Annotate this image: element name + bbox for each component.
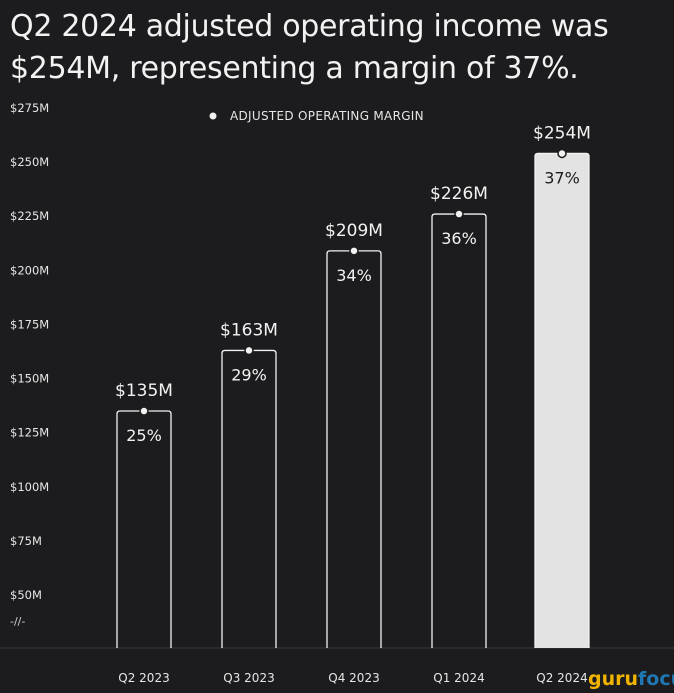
y-tick-label: $200M — [10, 263, 49, 277]
y-tick-label: $150M — [10, 372, 49, 386]
margin-label: 34% — [336, 266, 372, 285]
x-tick-label: Q2 2024 — [536, 671, 587, 685]
value-label: $226M — [430, 184, 488, 204]
bar-top-marker — [139, 406, 149, 416]
gurufocus-watermark: gurufocus — [588, 668, 674, 690]
bar-top-marker — [349, 246, 359, 256]
x-tick-label: Q4 2023 — [328, 671, 379, 685]
bar-top-marker — [454, 209, 464, 219]
x-tick-label: Q3 2023 — [223, 671, 274, 685]
margin-label: 29% — [231, 365, 267, 384]
value-label: $163M — [220, 320, 278, 340]
bar — [221, 349, 277, 648]
y-tick-label: $125M — [10, 426, 49, 440]
value-label: $135M — [115, 381, 173, 401]
watermark-part1: guru — [588, 668, 638, 690]
y-tick-label: $75M — [10, 534, 42, 548]
x-tick-label: Q2 2023 — [118, 671, 169, 685]
bar — [431, 213, 487, 648]
bar-top-marker — [557, 148, 567, 159]
bar — [326, 250, 382, 648]
bar-top-marker — [244, 345, 254, 356]
y-tick-label: $225M — [10, 209, 49, 223]
margin-label: 36% — [441, 229, 477, 248]
y-tick-label: $175M — [10, 317, 49, 331]
margin-label: 25% — [126, 426, 162, 445]
legend-label: ADJUSTED OPERATING MARGIN — [230, 109, 424, 123]
y-tick-label: $50M — [10, 588, 42, 602]
axis-break-mark: -//- — [10, 615, 25, 628]
bar — [534, 152, 590, 648]
margin-label: 37% — [544, 168, 580, 187]
bars: $135M 25% $163M 29% $209M 34% $226M 36% $254M 37% — [115, 123, 591, 648]
y-tick-label: $100M — [10, 480, 49, 494]
chart-title: Q2 2024 adjusted operating income was $2… — [10, 9, 609, 86]
x-axis: Q2 2023 Q3 2023 Q4 2023 Q1 2024 Q2 2024 — [118, 671, 587, 685]
x-tick-label: Q1 2024 — [433, 671, 484, 685]
watermark-part2: focus — [638, 668, 674, 690]
svg-text:gurufocus: gurufocus — [588, 668, 674, 690]
value-label: $254M — [533, 123, 591, 143]
y-tick-label: $250M — [10, 155, 49, 169]
bar — [116, 410, 172, 648]
y-tick-label: $275M — [10, 101, 49, 115]
value-label: $209M — [325, 221, 383, 241]
y-axis: $50M $75M $100M $125M $150M $175M $200M $225M $2… — [10, 101, 49, 602]
legend: ADJUSTED OPERATING MARGIN — [209, 109, 424, 123]
legend-marker — [209, 112, 217, 120]
